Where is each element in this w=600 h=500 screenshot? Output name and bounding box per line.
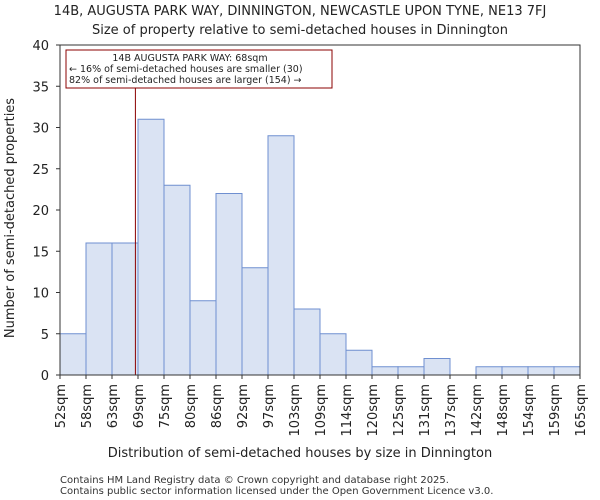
y-tick-label: 0 [41, 369, 49, 384]
bar-97sqm [267, 135, 295, 376]
x-tick-label: 142sqm [470, 384, 485, 437]
x-tick-label: 92sqm [236, 384, 251, 428]
y-tick-label: 10 [32, 287, 49, 302]
bar-148sqm [501, 366, 529, 376]
x-tick-label: 75sqm [158, 384, 173, 428]
x-tick-label: 63sqm [106, 384, 121, 428]
chart-subtitle: Size of property relative to semi-detach… [92, 23, 508, 38]
x-tick-label: 86sqm [210, 384, 225, 428]
x-tick-label: 120sqm [366, 384, 381, 437]
x-tick-label: 69sqm [132, 384, 147, 428]
bar-125sqm [397, 366, 425, 376]
x-axis-ticks: 52sqm 58sqm 63sqm 69sqm 75sqm 80sqm 86sqm 92sqm… [54, 375, 589, 437]
y-tick-label: 25 [32, 163, 49, 178]
x-tick-label: 131sqm [418, 384, 433, 437]
footer-line-1: Contains HM Land Registry data © Crown c… [60, 475, 449, 486]
y-tick-label: 30 [32, 122, 49, 137]
bar-154sqm [527, 366, 555, 376]
bar-58sqm [85, 242, 113, 376]
x-axis-title: Distribution of semi-detached houses by … [108, 446, 492, 461]
bar-103sqm [293, 308, 321, 376]
x-tick-label: 125sqm [392, 384, 407, 437]
chart-title: 14B, AUGUSTA PARK WAY, DINNINGTON, NEWCA… [54, 4, 547, 19]
y-tick-label: 5 [41, 328, 49, 343]
x-tick-label: 80sqm [184, 384, 199, 428]
y-axis-title: Number of semi-detached properties [3, 98, 18, 338]
bar-69sqm [137, 118, 165, 376]
annotation-line-1: 14B AUGUSTA PARK WAY: 68sqm [112, 53, 267, 64]
footer-line-2: Contains public sector information licen… [60, 486, 493, 497]
y-tick-label: 20 [32, 204, 49, 219]
bar-159sqm [553, 366, 581, 376]
x-tick-label: 97sqm [262, 384, 277, 428]
y-axis-ticks: 0 5 10 15 20 25 30 35 40 [32, 39, 60, 384]
bar-114sqm [345, 349, 373, 376]
bar-75sqm [163, 184, 191, 376]
x-tick-label: 103sqm [288, 384, 303, 437]
bar-120sqm [371, 366, 399, 376]
x-tick-label: 165sqm [574, 384, 589, 437]
annotation-line-2: ← 16% of semi-detached houses are smalle… [69, 64, 303, 75]
bars-layer [59, 118, 581, 376]
x-tick-label: 154sqm [522, 384, 537, 437]
y-tick-label: 15 [32, 245, 49, 260]
bar-80sqm [189, 300, 217, 376]
bar-109sqm [319, 333, 347, 376]
bar-63sqm [111, 242, 139, 376]
y-tick-label: 40 [32, 39, 49, 54]
annotation-line-3: 82% of semi-detached houses are larger (… [69, 75, 302, 86]
x-tick-label: 148sqm [496, 384, 511, 437]
y-tick-label: 35 [32, 80, 49, 95]
x-tick-label: 52sqm [54, 384, 69, 428]
x-tick-label: 58sqm [80, 384, 95, 428]
annotation-border [65, 49, 333, 89]
annotation-box: 14B AUGUSTA PARK WAY: 68sqm ← 16% of sem… [65, 49, 333, 89]
bar-86sqm [215, 193, 243, 376]
x-tick-label: 137sqm [444, 384, 459, 437]
bar-131sqm [423, 358, 451, 376]
x-tick-label: 109sqm [314, 384, 329, 437]
bar-142sqm [475, 366, 503, 376]
x-tick-label: 114sqm [340, 384, 355, 437]
bar-52sqm [59, 333, 87, 376]
x-tick-label: 159sqm [548, 384, 563, 437]
bar-92sqm [241, 267, 269, 376]
